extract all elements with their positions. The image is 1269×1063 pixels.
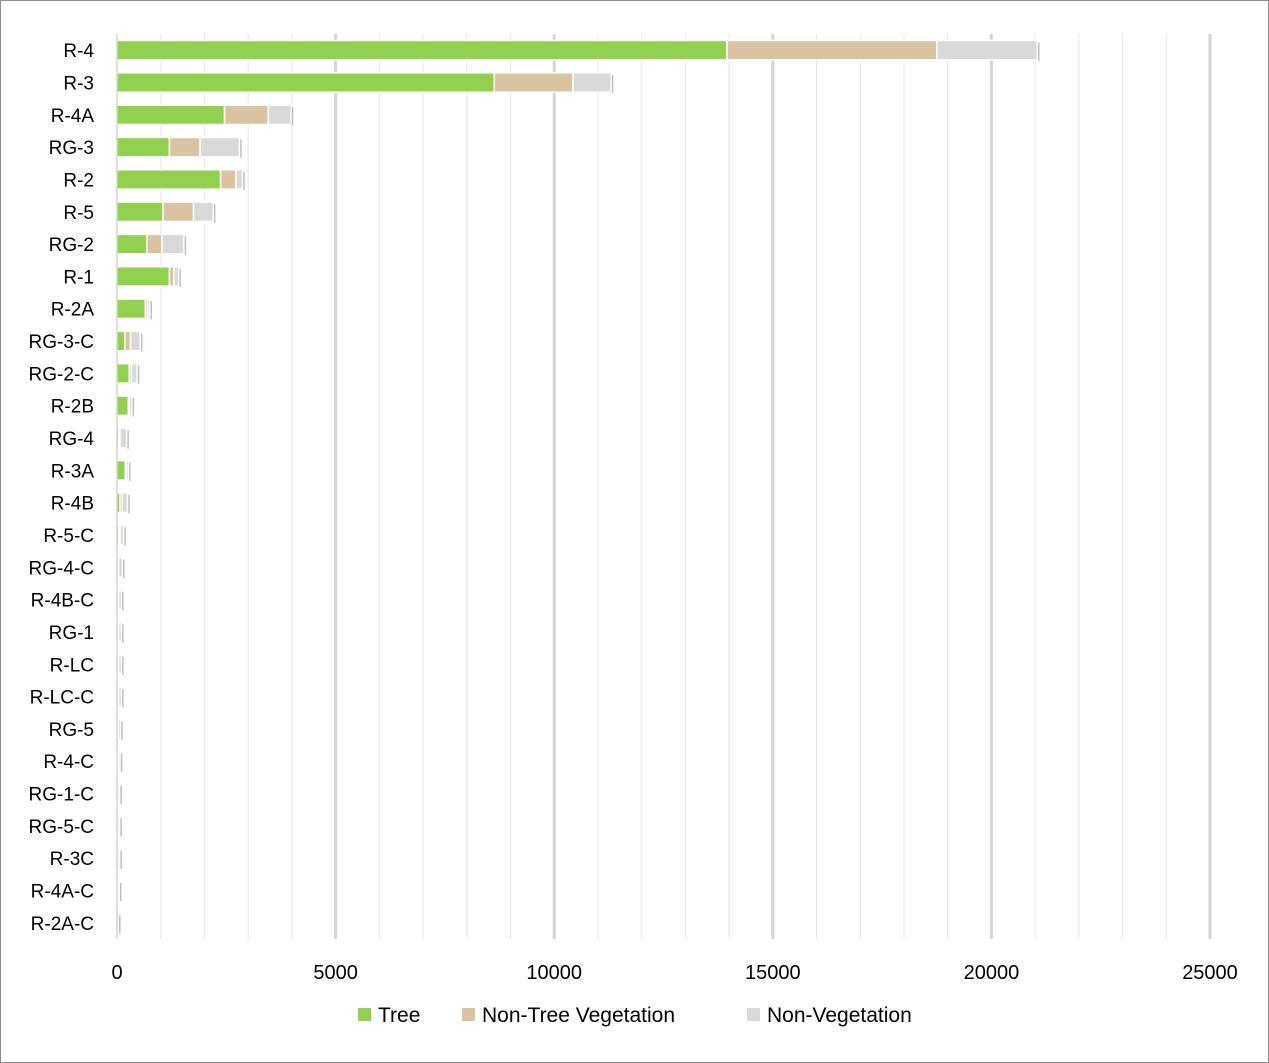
x-tick-label: 15000 (745, 962, 801, 984)
bar-segment-non-tree-vegetation (124, 330, 132, 352)
bar-segment-tree (116, 298, 147, 320)
category-label: R-3C (50, 849, 94, 870)
category-label: R-4-C (43, 752, 94, 773)
bar-segment-non-vegetation (121, 492, 129, 514)
category-label: R-4 (63, 41, 94, 62)
category-label: RG-3-C (29, 332, 94, 353)
bar-segment-non-vegetation (572, 72, 612, 93)
category-label: R-1 (63, 267, 94, 288)
category-label: R-2A-C (31, 914, 94, 935)
category-label: RG-3 (49, 138, 94, 159)
bar-segment-non-vegetation (161, 233, 185, 255)
bar-segment-non-tree-vegetation (223, 104, 270, 126)
category-label: RG-5-C (29, 817, 94, 838)
category-label: R-5-C (43, 526, 94, 547)
x-tick-label: 0 (111, 962, 122, 984)
bar-segment-non-tree-vegetation (726, 39, 938, 61)
legend: Tree Non-Tree Vegetation Non-Vegetation (358, 1004, 912, 1027)
category-label: R-4A (51, 106, 95, 127)
bar-segment-non-tree-vegetation (162, 201, 195, 223)
bar-segment-non-vegetation (117, 847, 121, 869)
bar-segment-tree (116, 459, 127, 481)
bar-segment-non-vegetation (117, 686, 123, 708)
bar-segment-non-vegetation (116, 912, 120, 934)
category-label: R-4B (51, 494, 94, 515)
bar-segment-tree (116, 104, 226, 126)
category-label: R-2B (51, 397, 94, 418)
bar-segment-non-vegetation (117, 750, 121, 772)
bar-segment-non-vegetation (235, 169, 244, 190)
category-label: RG-1-C (29, 785, 94, 806)
legend-swatch (747, 1008, 760, 1021)
bar-segment-non-vegetation (117, 589, 123, 611)
category-label: R-LC-C (30, 688, 94, 709)
category-label: R-3 (63, 73, 94, 94)
category-label: RG-2 (49, 235, 94, 256)
bar-segment-non-vegetation (117, 653, 123, 675)
bar-segment-non-vegetation (125, 459, 130, 481)
bar-segment-tree (116, 201, 164, 223)
bar-segment-tree (116, 330, 126, 352)
category-label: R-2 (63, 170, 94, 191)
x-tick-label: 5000 (313, 962, 358, 984)
category-label: R-2A (51, 300, 95, 321)
category-label: RG-2-C (29, 364, 94, 385)
bar-segment-non-vegetation (117, 621, 123, 643)
category-label: R-LC (50, 655, 94, 676)
category-label: R-3A (51, 461, 95, 482)
x-tick-labels: 0 5000 10000 15000 20000 25000 (111, 962, 1237, 984)
category-label: R-4A-C (31, 882, 94, 903)
category-label: R-5 (63, 203, 94, 224)
category-label: RG-5 (49, 720, 94, 741)
bar-segment-non-vegetation (267, 104, 292, 126)
bar-segment-non-vegetation (130, 362, 138, 384)
bar-segment-tree (116, 72, 496, 93)
bar-segment-non-vegetation (117, 718, 122, 740)
bar-segment-non-vegetation (117, 556, 123, 578)
bar-segment-non-vegetation (936, 39, 1039, 61)
category-label: RG-4 (49, 429, 95, 450)
bars (116, 39, 1040, 934)
legend-swatch (358, 1008, 371, 1021)
bar-segment-non-tree-vegetation (219, 169, 237, 190)
bar-segment-tree (116, 136, 171, 158)
bar-segment-non-tree-vegetation (168, 136, 201, 158)
bar-segment-non-vegetation (128, 395, 133, 417)
legend-label: Non-Tree Vegetation (482, 1004, 675, 1027)
legend-swatch (462, 1008, 475, 1021)
bar-segment-non-vegetation (117, 815, 121, 837)
bar-segment-tree (116, 39, 728, 61)
category-label: RG-1 (49, 623, 94, 644)
gridlines (160, 34, 1212, 939)
bar-segment-tree (116, 395, 130, 417)
bar-segment-non-vegetation (129, 330, 141, 352)
bar-segment-non-vegetation (117, 880, 120, 901)
bar-segment-non-tree-vegetation (145, 233, 163, 255)
bar-segment-non-vegetation (146, 298, 151, 320)
bar-segment-non-tree-vegetation (493, 72, 574, 93)
bar-segment-non-vegetation (117, 783, 121, 804)
category-labels: R-4 R-3 R-4A RG-3 R-2 R-5 RG-2 R-1 R-2A RG-3-C RG-… (29, 41, 95, 935)
bar-segment-non-vegetation (199, 136, 241, 158)
bar-segment-tree (116, 233, 148, 255)
x-tick-label: 10000 (526, 962, 582, 984)
x-tick-label: 25000 (1182, 962, 1238, 984)
category-label: RG-4-C (29, 558, 94, 579)
bar-segment-non-vegetation (119, 524, 125, 546)
category-label: R-4B-C (31, 591, 94, 612)
bar-segment-tree (116, 265, 171, 287)
bar-segment-tree (116, 362, 130, 384)
bar-segment-non-vegetation (119, 427, 128, 449)
bar-segment-non-vegetation (192, 201, 214, 223)
legend-label: Tree (378, 1004, 420, 1027)
bar-segment-non-vegetation (173, 265, 180, 287)
legend-label: Non-Vegetation (767, 1004, 912, 1027)
x-tick-label: 20000 (964, 962, 1020, 984)
bar-segment-tree (116, 169, 222, 190)
